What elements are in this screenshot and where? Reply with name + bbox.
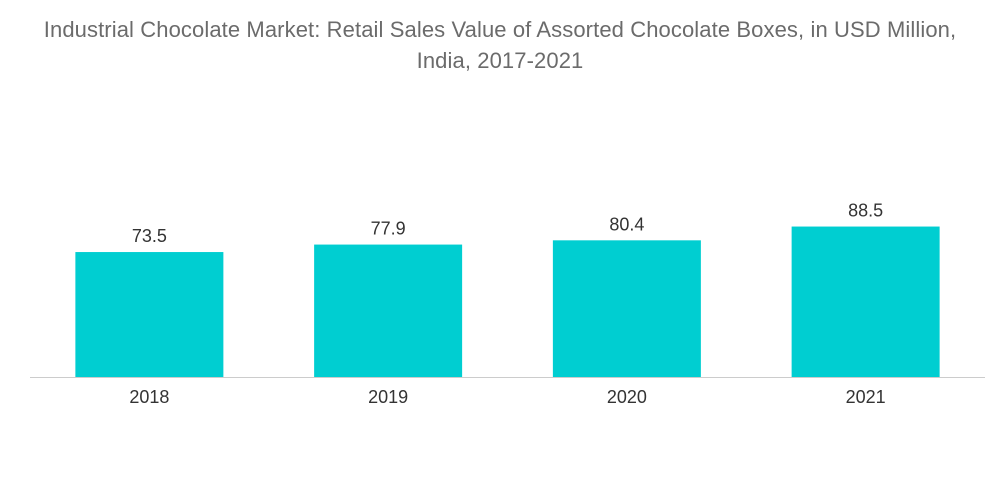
x-tick-label-2020: 2020: [607, 387, 647, 407]
x-tick-label-2019: 2019: [368, 387, 408, 407]
x-tick-label-2021: 2021: [846, 387, 886, 407]
data-label-2021: 88.5: [848, 201, 883, 221]
data-label-2018: 73.5: [132, 226, 167, 246]
x-tick-label-2018: 2018: [129, 387, 169, 407]
chart-title: Industrial Chocolate Market: Retail Sale…: [0, 14, 1000, 76]
data-label-2020: 80.4: [609, 214, 644, 234]
chart-title-line-2: India, 2017-2021: [416, 48, 584, 73]
data-label-2019: 77.9: [371, 219, 406, 239]
bar-2020: [552, 240, 701, 377]
bar-2019: [314, 244, 463, 377]
chart-title-line-1: Industrial Chocolate Market: Retail Sale…: [43, 17, 957, 42]
bar-2021: [791, 226, 940, 377]
bar-2018: [75, 252, 224, 377]
